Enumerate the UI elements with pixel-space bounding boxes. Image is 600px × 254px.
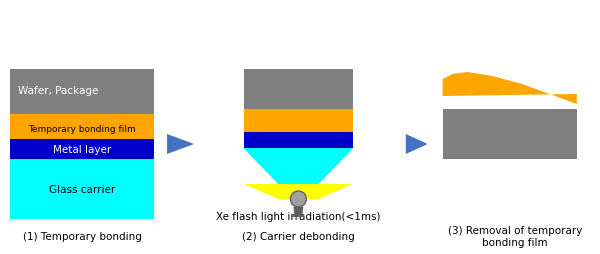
Polygon shape <box>443 73 577 105</box>
FancyBboxPatch shape <box>244 133 353 148</box>
Text: (2) Carrier debonding: (2) Carrier debonding <box>242 231 355 241</box>
FancyBboxPatch shape <box>10 159 154 219</box>
FancyBboxPatch shape <box>443 109 577 159</box>
Polygon shape <box>244 148 353 184</box>
FancyBboxPatch shape <box>244 109 353 133</box>
Polygon shape <box>244 148 353 184</box>
Polygon shape <box>244 148 278 184</box>
FancyBboxPatch shape <box>10 70 154 115</box>
Polygon shape <box>244 184 353 199</box>
Text: Wafer, Package: Wafer, Package <box>18 85 98 95</box>
FancyBboxPatch shape <box>292 214 304 217</box>
Circle shape <box>290 191 307 207</box>
Polygon shape <box>278 184 318 197</box>
Text: Glass carrier: Glass carrier <box>49 184 115 194</box>
FancyBboxPatch shape <box>10 115 154 139</box>
Polygon shape <box>293 207 304 215</box>
Text: (1) Temporary bonding: (1) Temporary bonding <box>23 231 142 241</box>
Polygon shape <box>318 148 353 184</box>
Polygon shape <box>167 134 194 154</box>
Text: Metal layer: Metal layer <box>53 145 111 154</box>
FancyBboxPatch shape <box>244 70 353 109</box>
Polygon shape <box>406 134 428 154</box>
FancyBboxPatch shape <box>10 139 154 159</box>
Text: (3) Removal of temporary
bonding film: (3) Removal of temporary bonding film <box>448 225 582 247</box>
Text: Temporary bonding film: Temporary bonding film <box>28 124 136 133</box>
Text: Xe flash light irradiation(<1ms): Xe flash light irradiation(<1ms) <box>216 211 380 221</box>
